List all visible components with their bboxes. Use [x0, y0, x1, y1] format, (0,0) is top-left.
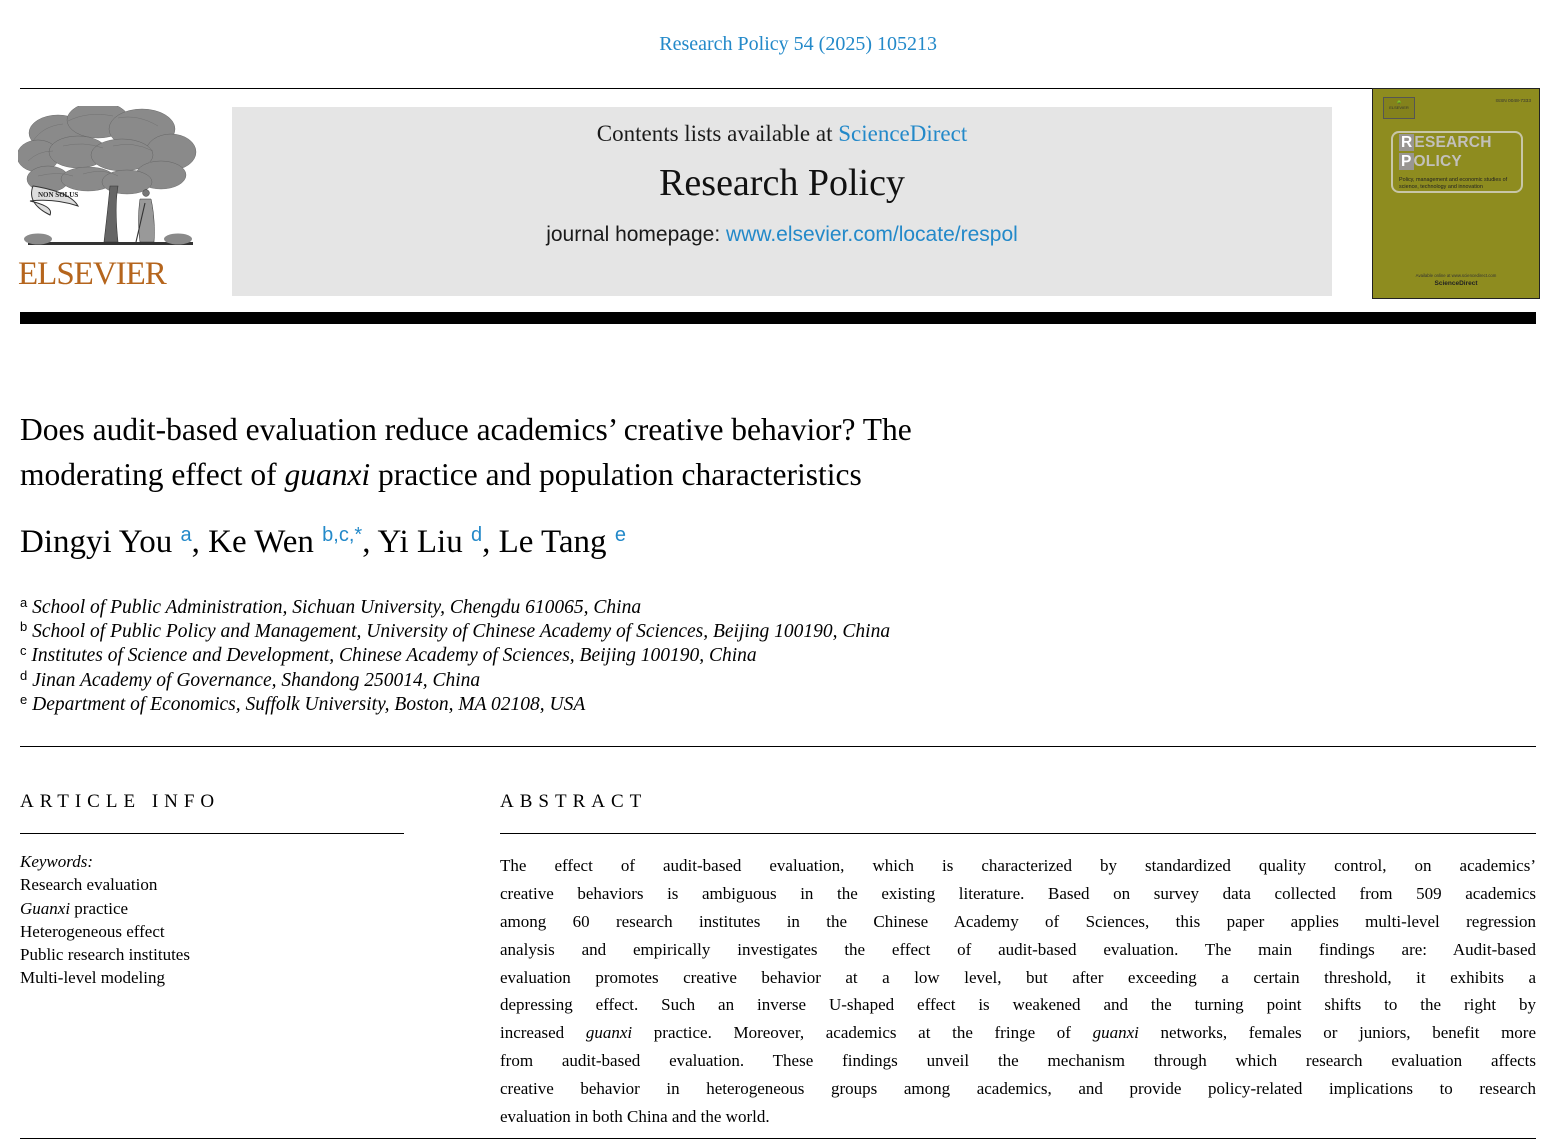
svg-text:NON SOLUS: NON SOLUS [38, 191, 78, 199]
svg-text:ELSEVIER: ELSEVIER [18, 256, 167, 292]
